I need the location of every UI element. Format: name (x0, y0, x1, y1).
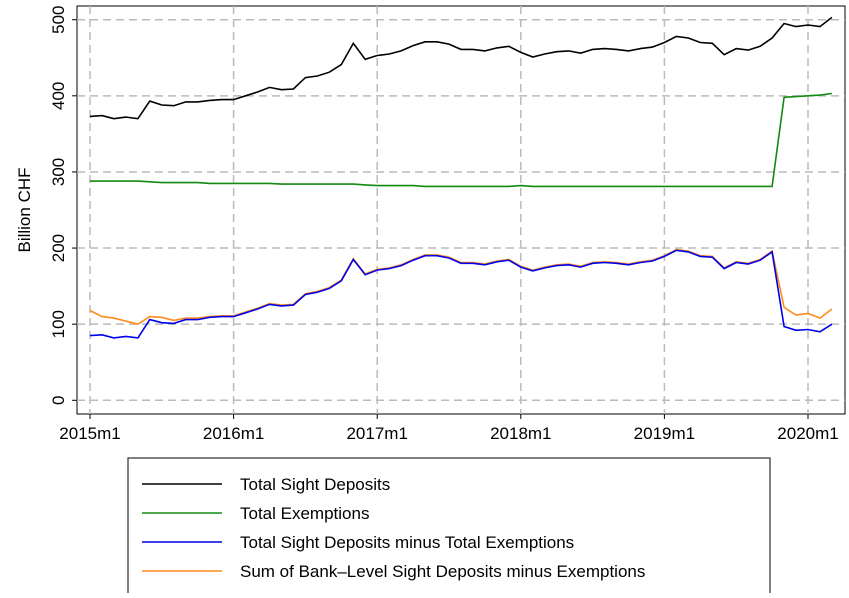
series-line (89, 16, 833, 120)
legend-label: Total Sight Deposits minus Total Exempti… (240, 533, 574, 552)
x-tick-label: 2019m1 (634, 424, 695, 443)
legend-label: Total Exemptions (240, 504, 369, 523)
y-tick-label: 0 (49, 396, 68, 405)
series-line (89, 249, 833, 339)
x-tick-label: 2018m1 (490, 424, 551, 443)
y-tick-label: 200 (49, 234, 68, 262)
y-tick-label: 500 (49, 6, 68, 34)
legend-label: Total Sight Deposits (240, 475, 390, 494)
y-tick-label: 300 (49, 158, 68, 186)
y-axis-label: Billion CHF (15, 167, 34, 252)
x-tick-label: 2016m1 (203, 424, 264, 443)
series-line (89, 248, 833, 326)
legend-box (127, 457, 771, 598)
x-tick-label: 2017m1 (346, 424, 407, 443)
x-tick-label: 2015m1 (59, 424, 120, 443)
series-line (90, 92, 833, 188)
plot-frame (76, 5, 846, 415)
y-tick-label: 100 (49, 310, 68, 338)
y-tick-label: 400 (49, 82, 68, 110)
x-tick-label: 2020m1 (777, 424, 838, 443)
legend-label: Sum of Bank–Level Sight Deposits minus E… (240, 562, 645, 581)
